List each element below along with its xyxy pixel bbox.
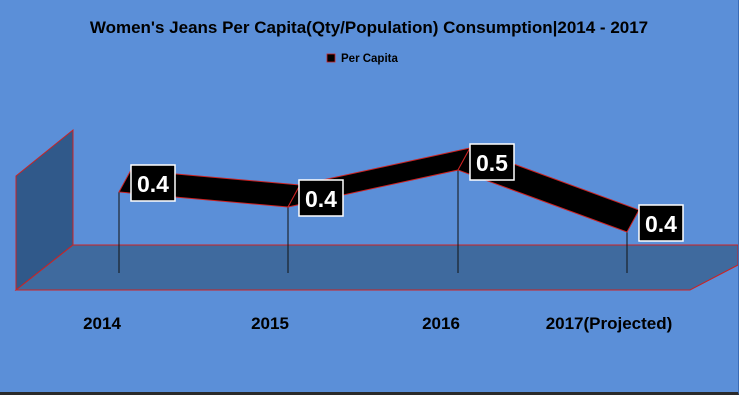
x-tick-0: 2014	[83, 314, 121, 333]
data-label-box-0	[130, 164, 176, 202]
series-ribbon	[118, 147, 640, 233]
data-label-2: 0.5	[476, 150, 508, 176]
drop-lines	[118, 170, 628, 273]
data-label-3: 0.4	[645, 211, 677, 237]
data-label-0: 0.4	[137, 171, 169, 197]
data-label-1: 0.4	[305, 186, 337, 212]
data-label-box-1	[298, 179, 344, 217]
chart-title: Women's Jeans Per Capita(Qty/Population)…	[90, 18, 648, 37]
x-tick-2: 2016	[422, 314, 460, 333]
data-label-box-3	[638, 204, 684, 242]
x-tick-1: 2015	[251, 314, 289, 333]
x-axis-ticks: 2014 2015 2016 2017(Projected)	[83, 314, 672, 333]
data-labels: 0.4 0.4 0.5 0.4	[130, 143, 684, 242]
data-label-box-2	[469, 143, 515, 181]
chart-floor	[14, 244, 738, 291]
x-tick-3: 2017(Projected)	[546, 314, 673, 333]
chart-svg: Women's Jeans Per Capita(Qty/Population)…	[14, 18, 738, 333]
legend: Per Capita	[326, 53, 398, 65]
legend-swatch	[326, 53, 336, 63]
legend-label: Per Capita	[341, 53, 398, 65]
